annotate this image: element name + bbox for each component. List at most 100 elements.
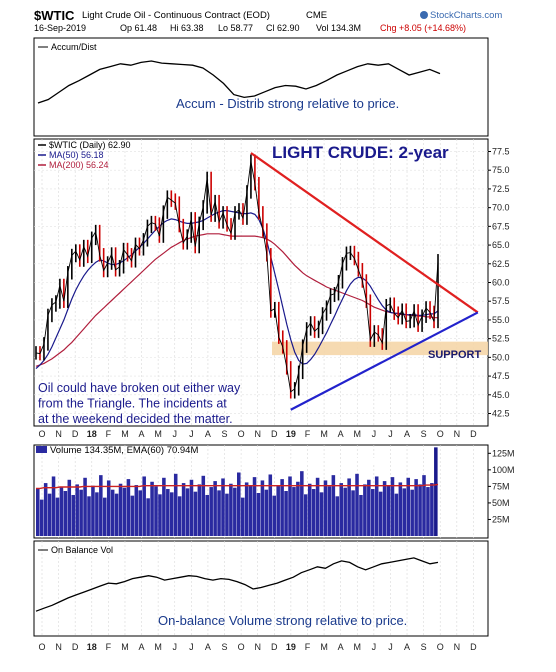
volume-bar bbox=[209, 487, 213, 536]
obv-legend: On Balance Vol bbox=[51, 545, 113, 555]
volume-bar bbox=[304, 494, 308, 536]
volume-tick-label: 25M bbox=[492, 514, 510, 524]
volume-bar bbox=[39, 499, 44, 536]
month-tick-label: J bbox=[189, 642, 194, 652]
volume-bar bbox=[371, 489, 375, 536]
volume-bar bbox=[221, 478, 225, 536]
volume-bar bbox=[327, 486, 332, 536]
volume-bar bbox=[264, 489, 269, 536]
volume-bars bbox=[36, 447, 438, 536]
volume-bar bbox=[173, 473, 178, 536]
volume-bar bbox=[166, 489, 170, 536]
month-tick-label: A bbox=[338, 642, 344, 652]
volume-bar bbox=[193, 491, 198, 536]
volume-bar bbox=[240, 497, 245, 536]
volume-bar bbox=[382, 481, 387, 536]
volume-bar bbox=[118, 483, 123, 536]
month-tick-label: M bbox=[121, 429, 129, 439]
volume-bar bbox=[237, 472, 241, 536]
month-tick-label: O bbox=[238, 642, 245, 652]
instrument-name: Light Crude Oil - Continuous Contract (E… bbox=[82, 10, 270, 21]
change-label: Chg +8.05 (+14.68%) bbox=[380, 23, 467, 33]
volume-bar bbox=[134, 485, 139, 536]
volume-bar bbox=[319, 492, 324, 536]
month-tick-label: 19 bbox=[286, 642, 296, 652]
month-tick-label: N bbox=[254, 642, 261, 652]
volume-bar bbox=[114, 493, 119, 536]
month-tick-label: M bbox=[154, 429, 162, 439]
obv-panel bbox=[33, 540, 489, 637]
month-tick-label: D bbox=[470, 642, 477, 652]
volume-bar bbox=[75, 484, 79, 536]
month-tick-label: N bbox=[55, 642, 62, 652]
volume-bar bbox=[83, 477, 87, 536]
obv-annotation: On-balance Volume strong relative to pri… bbox=[158, 613, 407, 628]
volume-bar bbox=[256, 493, 261, 536]
volume-tick-label: 75M bbox=[492, 481, 510, 491]
month-tick-label: A bbox=[404, 642, 410, 652]
volume-bar bbox=[185, 488, 190, 536]
volume-bar bbox=[406, 477, 411, 536]
date-label: 16-Sep-2019 bbox=[34, 23, 87, 33]
high-label: Hi 63.38 bbox=[170, 23, 204, 33]
month-tick-label: J bbox=[372, 429, 377, 439]
volume-bar bbox=[47, 493, 52, 536]
brand-link[interactable]: StockCharts.com bbox=[430, 10, 503, 21]
volume-bar bbox=[150, 481, 154, 536]
support-band bbox=[272, 341, 488, 356]
volume-bar bbox=[307, 483, 312, 536]
price-tick-label: 60.0 bbox=[492, 278, 510, 288]
volume-bar bbox=[59, 487, 64, 536]
volume-bar bbox=[170, 492, 174, 536]
month-tick-label: D bbox=[271, 642, 278, 652]
volume-bar bbox=[339, 483, 344, 536]
volume-annotation: Huge volume on breakout is bullish. bbox=[194, 454, 392, 468]
volume-bar bbox=[378, 491, 383, 536]
volume-tick-label: 50M bbox=[492, 498, 510, 508]
volume-bar bbox=[284, 491, 288, 536]
month-tick-label: M bbox=[354, 642, 362, 652]
volume-bar bbox=[177, 496, 182, 536]
volume-bar bbox=[79, 489, 83, 536]
volume-bar bbox=[430, 483, 434, 536]
volume-bar bbox=[146, 498, 150, 536]
volume-bar bbox=[276, 485, 280, 536]
volume-bar bbox=[272, 495, 277, 536]
volume-bar bbox=[311, 489, 316, 536]
volume-bar bbox=[426, 487, 430, 536]
volume-bar bbox=[414, 479, 418, 536]
month-tick-label: S bbox=[421, 429, 427, 439]
volume-bar bbox=[410, 489, 414, 536]
month-tick-label: N bbox=[454, 642, 461, 652]
price-note-line: at the weekend decided the matter. bbox=[38, 412, 233, 426]
month-tick-label: J bbox=[388, 642, 393, 652]
volume-bar bbox=[244, 482, 249, 536]
volume-bar bbox=[394, 493, 399, 536]
volume-bar bbox=[347, 478, 351, 536]
volume-bar bbox=[355, 473, 359, 536]
volume-bar bbox=[43, 483, 48, 536]
month-tick-label: M bbox=[154, 642, 162, 652]
month-tick-label: D bbox=[72, 642, 79, 652]
accum-dist-line bbox=[37, 60, 441, 104]
brand-globe-icon bbox=[420, 11, 428, 19]
volume-bar bbox=[201, 475, 206, 536]
volume-bar bbox=[367, 479, 371, 536]
month-tick-label: M bbox=[354, 429, 362, 439]
volume-bar bbox=[335, 496, 340, 536]
price-tick-label: 65.0 bbox=[492, 240, 510, 250]
volume-bar bbox=[386, 485, 391, 536]
volume-ema-line bbox=[36, 483, 439, 490]
month-tick-label: N bbox=[254, 429, 261, 439]
volume-tick-label: 125M bbox=[492, 448, 515, 458]
month-tick-label: F bbox=[305, 642, 311, 652]
accum-dist-panel bbox=[33, 37, 489, 137]
triangle-lower-line bbox=[290, 311, 479, 411]
volume-bar bbox=[71, 494, 76, 536]
volume-bar bbox=[95, 492, 99, 536]
month-tick-label: M bbox=[320, 642, 328, 652]
month-tick-label: A bbox=[404, 429, 410, 439]
month-tick-label: O bbox=[38, 429, 45, 439]
volume-bar bbox=[225, 493, 229, 536]
